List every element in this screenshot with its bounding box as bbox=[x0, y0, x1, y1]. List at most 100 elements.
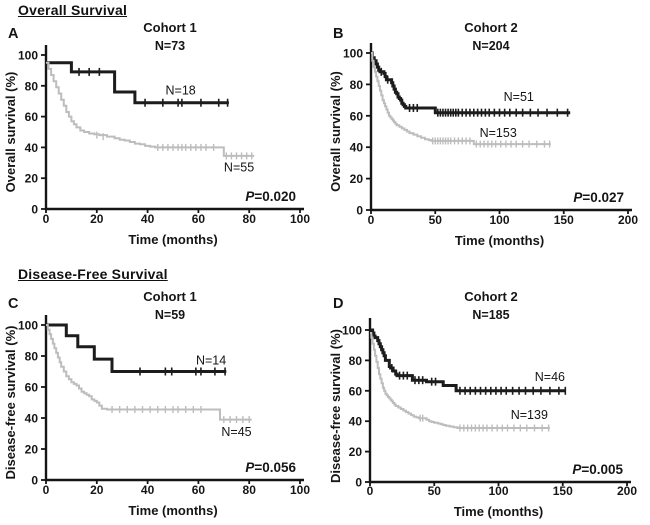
panel-b-p-symbol: P bbox=[573, 190, 583, 205]
panel-d-curve-1 bbox=[370, 332, 550, 429]
panel-a-x-tick-label: 0 bbox=[43, 212, 50, 226]
panel-d-curve-0 bbox=[370, 328, 566, 393]
panel-d-x-tick-label: 100 bbox=[488, 484, 508, 498]
panel-b-p-value: P=0.027 bbox=[573, 190, 624, 205]
panel-b-subtitle: N=204 bbox=[472, 39, 509, 53]
panel-d-series-label-1: N=139 bbox=[511, 408, 548, 422]
panel-c-p-number: =0.056 bbox=[254, 460, 296, 475]
panel-c-series-label-0: N=14 bbox=[196, 354, 226, 368]
panel-b-letter: B bbox=[333, 26, 343, 42]
panel-b-series-label-1: N=153 bbox=[480, 126, 517, 140]
panel-a-x-axis-label: Time (months) bbox=[128, 232, 217, 247]
panel-d-series-label-0: N=46 bbox=[535, 370, 565, 384]
panel-d-p-symbol: P bbox=[572, 462, 582, 477]
panel-b-y-tick-label: 0 bbox=[356, 204, 363, 218]
panel-c-x-tick-label: 0 bbox=[43, 483, 50, 497]
section-heading-overall-survival: Overall Survival bbox=[18, 2, 128, 18]
panel-c-series-label-1: N=45 bbox=[221, 425, 251, 439]
panel-c-curve-0 bbox=[46, 323, 227, 373]
panel-c-subtitle: N=59 bbox=[155, 308, 185, 322]
panel-c-x-tick-label: 100 bbox=[290, 483, 310, 497]
panel-b-x-tick-label: 200 bbox=[618, 213, 638, 227]
panel-c-letter: C bbox=[8, 296, 19, 312]
panel-a-x-tick-label: 20 bbox=[90, 212, 104, 226]
panel-a-x-tick-label: 40 bbox=[141, 212, 155, 226]
panel-a-y-tick-label: 40 bbox=[25, 141, 39, 155]
panel-d-x-tick-label: 0 bbox=[367, 484, 374, 498]
panel-c-x-tick-label: 40 bbox=[141, 483, 155, 497]
panel-a-chart: 0 20 40 60 80 100 0 20 40 60 80 100 A Cohort 1 N=73 Tim… bbox=[3, 20, 310, 247]
panel-b-x-tick-label: 0 bbox=[368, 213, 375, 227]
panel-d-p-number: =0.005 bbox=[581, 462, 623, 477]
panel-a-subtitle: N=73 bbox=[155, 39, 185, 53]
panel-a-y-tick-label: 100 bbox=[18, 49, 38, 63]
panel-d-y-tick-label: 40 bbox=[349, 415, 363, 429]
panel-b-series-label-0: N=51 bbox=[504, 90, 534, 104]
panel-a-x-tick-label: 80 bbox=[243, 212, 257, 226]
panel-b-x-tick-label: 150 bbox=[554, 213, 574, 227]
panel-d-x-tick-label: 50 bbox=[428, 484, 442, 498]
panel-c-x-tick-label: 60 bbox=[192, 483, 206, 497]
section-heading-disease-free-survival: Disease-Free Survival bbox=[18, 266, 168, 282]
panel-d-y-tick-label: 0 bbox=[355, 476, 362, 490]
panel-d-y-tick-label: 60 bbox=[349, 384, 363, 398]
panel-c-y-tick-label: 20 bbox=[25, 443, 39, 457]
panel-d-x-tick-label: 150 bbox=[553, 484, 573, 498]
panel-b-p-number: =0.027 bbox=[582, 190, 624, 205]
panel-c-y-axis-label: Disease-free survival (%) bbox=[3, 326, 18, 480]
panel-d-subtitle: N=185 bbox=[472, 308, 509, 322]
panel-d-y-tick-label: 80 bbox=[349, 354, 363, 368]
panel-d-letter: D bbox=[333, 296, 343, 312]
panel-a-series-label-1: N=55 bbox=[224, 160, 254, 174]
panel-c-y-tick-label: 40 bbox=[25, 412, 39, 426]
panel-b-y-tick-label: 100 bbox=[343, 47, 363, 61]
panel-c-title: Cohort 1 bbox=[143, 289, 196, 304]
panel-d-p-value: P=0.005 bbox=[572, 462, 623, 477]
panel-c-x-tick-label: 20 bbox=[90, 483, 104, 497]
panel-c-p-value: P=0.056 bbox=[245, 460, 296, 475]
panel-a-x-tick-label: 60 bbox=[192, 212, 206, 226]
panel-b-y-tick-label: 60 bbox=[350, 109, 364, 123]
panel-d-y-tick-label: 100 bbox=[342, 324, 362, 338]
panel-a-series-label-0: N=18 bbox=[166, 83, 196, 97]
panel-d-chart: 0 50 100 150 200 0 20 40 60 80 100 D Cohort 2 N=185 Ti… bbox=[328, 289, 637, 519]
panel-d-x-axis-label: Time (months) bbox=[454, 504, 543, 519]
panel-d-title: Cohort 2 bbox=[464, 289, 517, 304]
panel-c-x-axis-label: Time (months) bbox=[128, 503, 217, 518]
panel-a-y-axis-label: Overall survival (%) bbox=[3, 72, 18, 193]
panel-b-y-tick-label: 80 bbox=[350, 78, 364, 92]
panel-a-y-tick-label: 60 bbox=[25, 110, 39, 124]
panel-d-x-tick-label: 200 bbox=[617, 484, 637, 498]
panel-a-p-number: =0.020 bbox=[254, 189, 296, 204]
panel-c-curve-1 bbox=[46, 324, 252, 421]
panel-c-y-tick-label: 0 bbox=[31, 474, 38, 488]
panel-b-x-tick-label: 100 bbox=[489, 213, 509, 227]
panel-d-y-tick-label: 20 bbox=[349, 445, 363, 459]
panel-b-y-tick-label: 40 bbox=[350, 141, 364, 155]
panel-c-y-tick-label: 80 bbox=[25, 350, 39, 364]
panel-a-p-value: P=0.020 bbox=[245, 189, 296, 204]
panel-c-p-symbol: P bbox=[245, 460, 255, 475]
panel-b-y-axis-label: Overall survival (%) bbox=[328, 71, 343, 192]
panel-c-y-tick-label: 100 bbox=[18, 319, 38, 333]
panel-a-y-tick-label: 80 bbox=[25, 79, 39, 93]
panel-c-y-tick-label: 60 bbox=[25, 381, 39, 395]
panel-a-x-tick-label: 100 bbox=[290, 212, 310, 226]
panel-a-y-tick-label: 0 bbox=[31, 203, 38, 217]
panel-a-title: Cohort 1 bbox=[143, 20, 196, 35]
panel-b-title: Cohort 2 bbox=[464, 20, 517, 35]
panel-b-curve-1 bbox=[371, 52, 551, 146]
panel-a-p-symbol: P bbox=[245, 189, 255, 204]
panel-b-y-tick-label: 20 bbox=[350, 172, 364, 186]
panel-b-curve-0 bbox=[370, 51, 571, 115]
panel-d-y-axis-label: Disease-free survival (%) bbox=[328, 329, 343, 483]
panel-b-x-axis-label: Time (months) bbox=[455, 233, 544, 248]
panel-a-y-tick-label: 20 bbox=[25, 172, 39, 186]
panel-a-curve-1 bbox=[46, 61, 255, 157]
panel-a-curve-0 bbox=[46, 61, 229, 105]
panel-b-x-tick-label: 50 bbox=[429, 213, 443, 227]
panel-a-letter: A bbox=[8, 26, 19, 42]
panel-c-x-tick-label: 80 bbox=[243, 483, 257, 497]
